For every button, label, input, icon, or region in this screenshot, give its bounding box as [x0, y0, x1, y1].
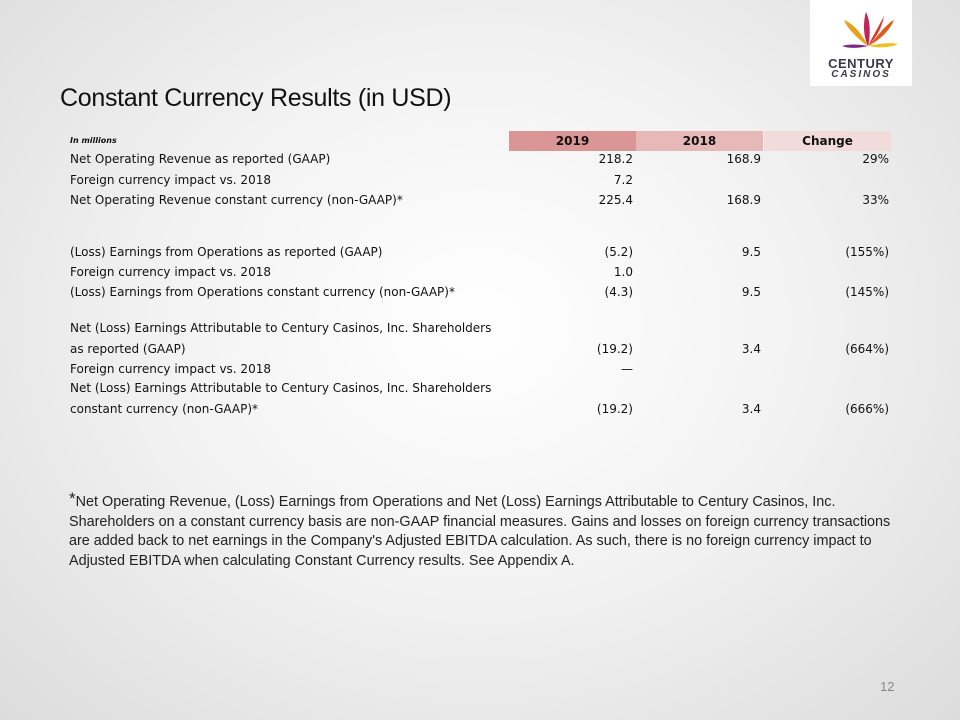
footnote-marker: * — [69, 489, 76, 508]
logo: CENTURY CASINOS — [810, 0, 912, 86]
cell: 225.4 — [598, 193, 633, 207]
cell: (664%) — [845, 341, 889, 356]
column-header: 2019 — [509, 131, 636, 151]
cell: (155%) — [845, 245, 889, 259]
unit-label: In millions — [70, 136, 117, 145]
row-label: Foreign currency impact vs. 2018 — [70, 265, 271, 279]
cell: (145%) — [845, 285, 889, 299]
row-label: Foreign currency impact vs. 2018 — [70, 362, 271, 376]
row-label: Foreign currency impact vs. 2018 — [70, 173, 271, 187]
row-label: as reported (GAAP) — [70, 341, 186, 356]
row-label: Net (Loss) Earnings Attributable to Cent… — [70, 321, 492, 335]
row-label: Net Operating Revenue constant currency … — [70, 193, 403, 207]
cell: 9.5 — [741, 245, 761, 259]
column-header: Change — [764, 131, 891, 151]
cell: (4.3) — [604, 285, 633, 299]
row-label: (Loss) Earnings from Operations as repor… — [70, 245, 383, 259]
cell: 9.5 — [741, 285, 761, 299]
page-number: 12 — [880, 679, 895, 694]
cell: 33% — [862, 193, 889, 207]
footnote-text: Net Operating Revenue, (Loss) Earnings f… — [69, 494, 891, 569]
column-header: 2018 — [636, 131, 763, 151]
logo-mark — [842, 12, 898, 48]
row-label: (Loss) Earnings from Operations constant… — [70, 285, 455, 299]
cell: (19.2) — [596, 341, 633, 356]
cell: 29% — [862, 152, 889, 166]
cell: 3.4 — [741, 401, 761, 416]
cell: (19.2) — [596, 401, 633, 416]
cell: 168.9 — [726, 193, 761, 207]
cell: 168.9 — [726, 152, 761, 166]
cell: — — [621, 362, 633, 376]
cell: 7.2 — [613, 173, 633, 187]
row-label: Net (Loss) Earnings Attributable to Cent… — [70, 381, 492, 395]
footnote: *Net Operating Revenue, (Loss) Earnings … — [69, 489, 899, 571]
row-label: Net Operating Revenue as reported (GAAP) — [70, 152, 331, 166]
logo-text: CENTURY — [828, 56, 894, 71]
logo-text: CASINOS — [831, 69, 891, 80]
cell: (5.2) — [604, 245, 633, 259]
row-label: constant currency (non-GAAP)* — [70, 401, 259, 416]
cell: (666%) — [845, 401, 889, 416]
slide-title: Constant Currency Results (in USD) — [60, 84, 452, 112]
cell: 3.4 — [741, 341, 761, 356]
cell: 1.0 — [613, 265, 633, 279]
cell: 218.2 — [598, 152, 633, 166]
